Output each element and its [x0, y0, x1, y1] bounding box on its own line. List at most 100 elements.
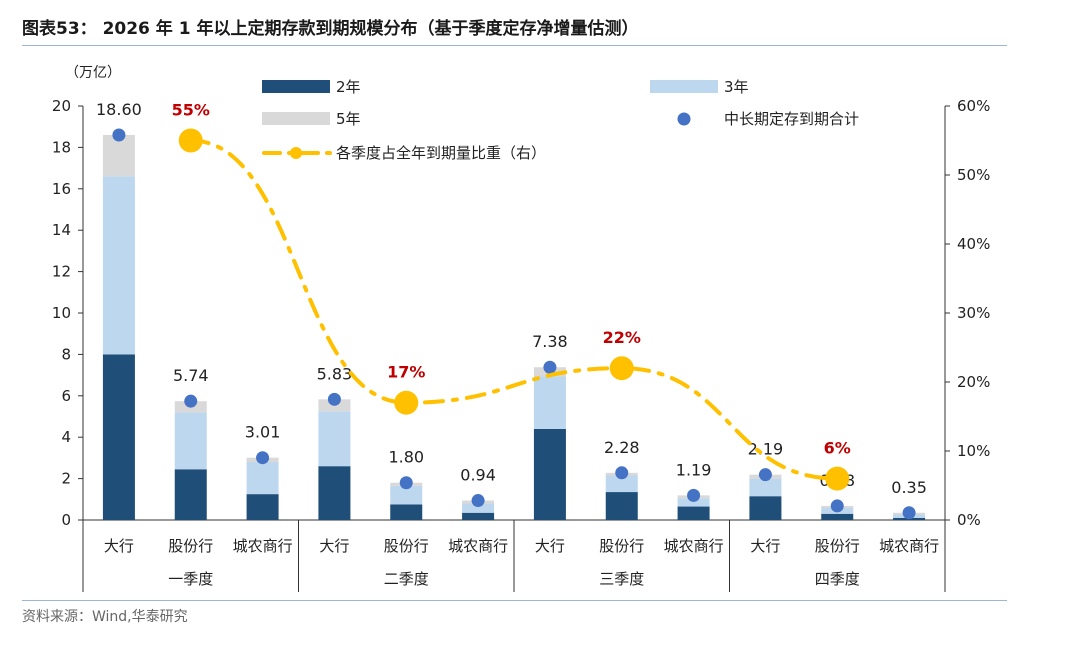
bar-segment-2y [390, 504, 423, 520]
total-dot [471, 494, 485, 508]
bar-segment-2y [749, 496, 782, 520]
total-dot [256, 451, 270, 465]
category-label: 城农商行 [664, 537, 724, 555]
title-rule [22, 45, 1007, 46]
left-tick-label: 12 [52, 263, 71, 281]
source-rule [22, 600, 1007, 601]
bar-segment-2y [821, 513, 854, 520]
bar-segment-3y [749, 478, 782, 497]
right-tick-label: 0% [957, 511, 981, 529]
share-label: 6% [824, 439, 851, 458]
bar-segment-3y [102, 176, 135, 355]
category-label: 大行 [319, 537, 349, 555]
total-dot [399, 476, 413, 490]
left-tick-label: 4 [61, 428, 71, 446]
bar-segment-3y [174, 412, 207, 470]
left-tick-label: 20 [52, 97, 71, 115]
bar-segment-3y [605, 475, 638, 493]
total-dot [687, 488, 701, 502]
total-label: 7.38 [532, 332, 568, 351]
category-label: 城农商行 [233, 537, 293, 555]
total-dot [615, 466, 629, 480]
bar-segment-3y [677, 498, 710, 507]
right-tick-label: 50% [957, 166, 990, 184]
right-tick-label: 20% [957, 373, 990, 391]
legend-label-2y: 2年 [336, 78, 361, 96]
total-dot [112, 128, 126, 142]
total-label: 2.19 [748, 440, 784, 459]
bar-segment-3y [246, 462, 279, 495]
total-dot [830, 499, 844, 513]
bar-segment-5y [102, 134, 135, 177]
bar-segment-2y [605, 492, 638, 520]
total-label: 5.74 [173, 366, 209, 385]
right-tick-label: 60% [957, 97, 990, 115]
left-tick-label: 18 [52, 138, 71, 156]
bar-segment-2y [246, 494, 279, 520]
category-label: 股份行 [815, 537, 860, 555]
left-axis-unit: （万亿） [65, 65, 121, 81]
bar-segment-3y [318, 411, 351, 467]
group-label: 二季度 [384, 570, 429, 588]
group-label: 四季度 [815, 570, 860, 588]
legend-label-3y: 3年 [724, 78, 749, 96]
total-label: 18.60 [96, 100, 142, 119]
right-tick-label: 40% [957, 235, 990, 253]
bar-segment-2y [462, 512, 495, 520]
category-label: 城农商行 [879, 537, 939, 555]
share-label: 17% [387, 363, 425, 382]
legend-label-5y: 5年 [336, 110, 361, 128]
bar-segment-2y [102, 354, 135, 520]
source-note: 资料来源：Wind,华泰研究 [22, 609, 188, 625]
category-label: 股份行 [168, 537, 213, 555]
group-label: 一季度 [168, 570, 213, 588]
share-line [188, 138, 840, 481]
total-label: 5.83 [317, 364, 353, 383]
legend-swatch-2y [262, 80, 330, 93]
chart-title: 图表53： 2026 年 1 年以上定期存款到期规模分布（基于季度定存净增量估测… [22, 19, 639, 39]
category-label: 大行 [750, 537, 780, 555]
category-label: 城农商行 [448, 537, 508, 555]
bar-segment-3y [533, 376, 566, 429]
total-label: 1.80 [388, 448, 424, 467]
bar-segment-3y [462, 503, 495, 513]
group-label: 三季度 [599, 570, 644, 588]
left-tick-label: 10 [52, 304, 71, 322]
left-tick-label: 6 [61, 387, 71, 405]
share-point [825, 466, 850, 491]
bar-segment-2y [318, 466, 351, 520]
legend-label-total: 中长期定存到期合计 [724, 110, 859, 128]
left-tick-label: 0 [61, 511, 71, 529]
bar-segment-2y [677, 506, 710, 520]
left-tick-label: 2 [61, 470, 71, 488]
bar-segment-2y [533, 428, 566, 520]
total-dot [758, 468, 772, 482]
share-point [394, 390, 419, 415]
left-tick-label: 14 [52, 221, 71, 239]
total-label: 3.01 [245, 423, 281, 442]
bar-segment-3y [390, 485, 423, 505]
total-label: 1.19 [676, 460, 712, 479]
legend-swatch-total [677, 112, 691, 126]
left-tick-label: 8 [61, 345, 71, 363]
total-dot [902, 506, 916, 520]
category-label: 股份行 [599, 537, 644, 555]
total-label: 2.28 [604, 438, 640, 457]
right-tick-label: 10% [957, 442, 990, 460]
share-point [178, 128, 203, 153]
right-tick-label: 30% [957, 304, 990, 322]
share-label: 55% [172, 101, 210, 120]
legend-swatch-3y [650, 80, 718, 93]
share-label: 22% [603, 328, 641, 347]
total-dot [543, 360, 557, 374]
share-point [609, 356, 634, 381]
bar-segment-2y [174, 469, 207, 520]
category-label: 股份行 [384, 537, 429, 555]
total-dot [327, 392, 341, 406]
total-label: 0.35 [891, 478, 927, 497]
legend-label-share: 各季度占全年到期量比重（右） [336, 144, 546, 162]
category-label: 大行 [535, 537, 565, 555]
legend-swatch-5y [262, 112, 330, 125]
category-label: 大行 [104, 537, 134, 555]
